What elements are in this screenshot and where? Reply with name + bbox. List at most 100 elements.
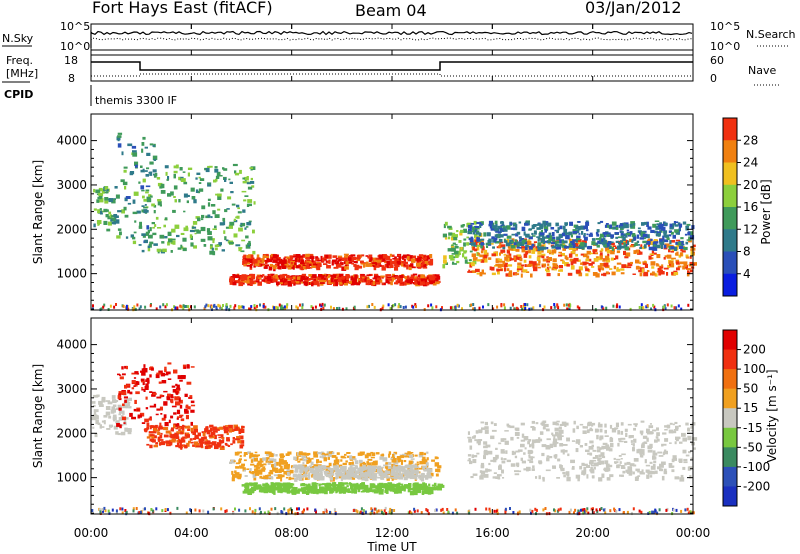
- data-cell: [555, 222, 559, 227]
- data-cell: [232, 440, 236, 444]
- data-cell: [246, 182, 251, 185]
- data-cell: [550, 227, 555, 230]
- data-cell: [250, 166, 256, 170]
- data-cell: [549, 235, 553, 239]
- data-cell: [158, 381, 162, 384]
- data-cell: [650, 257, 654, 260]
- data-cell: [103, 415, 108, 418]
- data-cell: [204, 445, 209, 450]
- data-cell: [606, 234, 609, 237]
- data-cell: [660, 468, 664, 472]
- data-cell: [575, 448, 579, 453]
- data-cell: [293, 456, 297, 461]
- data-cell: [93, 411, 97, 416]
- data-cell: [593, 466, 596, 470]
- data-cell: [668, 249, 671, 253]
- data-cell: [426, 281, 429, 286]
- data-cell: [422, 465, 425, 470]
- data-cell: [600, 452, 605, 457]
- data-cell: [144, 204, 147, 206]
- data-cell: [576, 225, 579, 228]
- data-cell: [190, 441, 194, 444]
- data-cell: [407, 281, 412, 284]
- data-cell: [572, 229, 577, 232]
- data-cell: [115, 511, 118, 515]
- data-cell: [644, 263, 648, 268]
- data-cell: [366, 305, 369, 309]
- data-cell: [368, 487, 373, 493]
- data-cell: [670, 246, 675, 250]
- data-cell: [346, 474, 350, 477]
- data-cell: [672, 234, 676, 239]
- data-cell: [610, 442, 614, 448]
- data-cell: [372, 460, 376, 464]
- data-cell: [205, 426, 209, 430]
- data-cell: [371, 262, 376, 265]
- data-cell: [629, 231, 633, 235]
- data-cell: [197, 217, 201, 222]
- data-cell: [176, 234, 180, 238]
- data-cell: [286, 256, 290, 259]
- data-cell: [250, 305, 253, 309]
- data-cell: [672, 423, 675, 426]
- data-cell: [160, 439, 164, 441]
- data-cell: [648, 425, 654, 429]
- data-cell: [524, 306, 527, 310]
- data-cell: [597, 222, 601, 225]
- data-cell: [161, 241, 165, 244]
- data-cell: [121, 366, 124, 370]
- data-cell: [549, 456, 553, 459]
- data-cell: [249, 254, 254, 259]
- data-cell: [173, 196, 176, 198]
- data-cell: [423, 277, 427, 280]
- data-cell: [311, 469, 316, 475]
- data-cell: [511, 233, 515, 236]
- data-cell: [249, 455, 252, 459]
- data-cell: [262, 255, 265, 259]
- data-cell: [381, 466, 384, 469]
- data-cell: [284, 485, 288, 488]
- data-cell: [501, 221, 505, 226]
- data-cell: [573, 511, 575, 515]
- data-cell: [162, 248, 167, 253]
- data-cell: [225, 239, 229, 242]
- data-cell: [149, 511, 152, 515]
- data-cell: [597, 457, 601, 462]
- data-cell: [362, 263, 366, 268]
- data-cell: [596, 446, 600, 449]
- colorbar-tick-label: 20: [743, 178, 758, 192]
- data-cell: [483, 445, 488, 449]
- data-cell: [134, 161, 139, 166]
- data-cell: [114, 215, 119, 218]
- data-cell: [650, 431, 654, 435]
- data-cell: [330, 276, 335, 280]
- data-cell: [186, 442, 190, 447]
- data-cell: [207, 304, 210, 308]
- data-cell: [474, 226, 479, 229]
- data-cell: [388, 451, 392, 455]
- data-cell: [115, 194, 120, 199]
- data-cell: [111, 395, 116, 399]
- data-cell: [648, 241, 654, 246]
- data-cell: [339, 471, 343, 475]
- date-label: 03/Jan/2012: [585, 0, 682, 17]
- data-cell: [133, 408, 138, 412]
- data-cell: [605, 255, 609, 261]
- data-cell: [149, 374, 152, 378]
- data-cell: [227, 240, 230, 244]
- data-cell: [639, 430, 644, 434]
- data-cell: [463, 250, 467, 254]
- data-cell: [569, 240, 572, 245]
- data-cell: [335, 474, 339, 479]
- data-cell: [559, 233, 563, 239]
- data-cell: [359, 472, 365, 476]
- data-cell: [321, 454, 327, 459]
- data-cell: [686, 267, 691, 270]
- data-cell: [232, 473, 236, 479]
- data-cell: [466, 242, 470, 246]
- data-cell: [540, 238, 545, 243]
- data-cell: [434, 277, 439, 282]
- data-cell: [472, 307, 475, 311]
- data-cell: [300, 483, 305, 487]
- data-cell: [167, 176, 170, 181]
